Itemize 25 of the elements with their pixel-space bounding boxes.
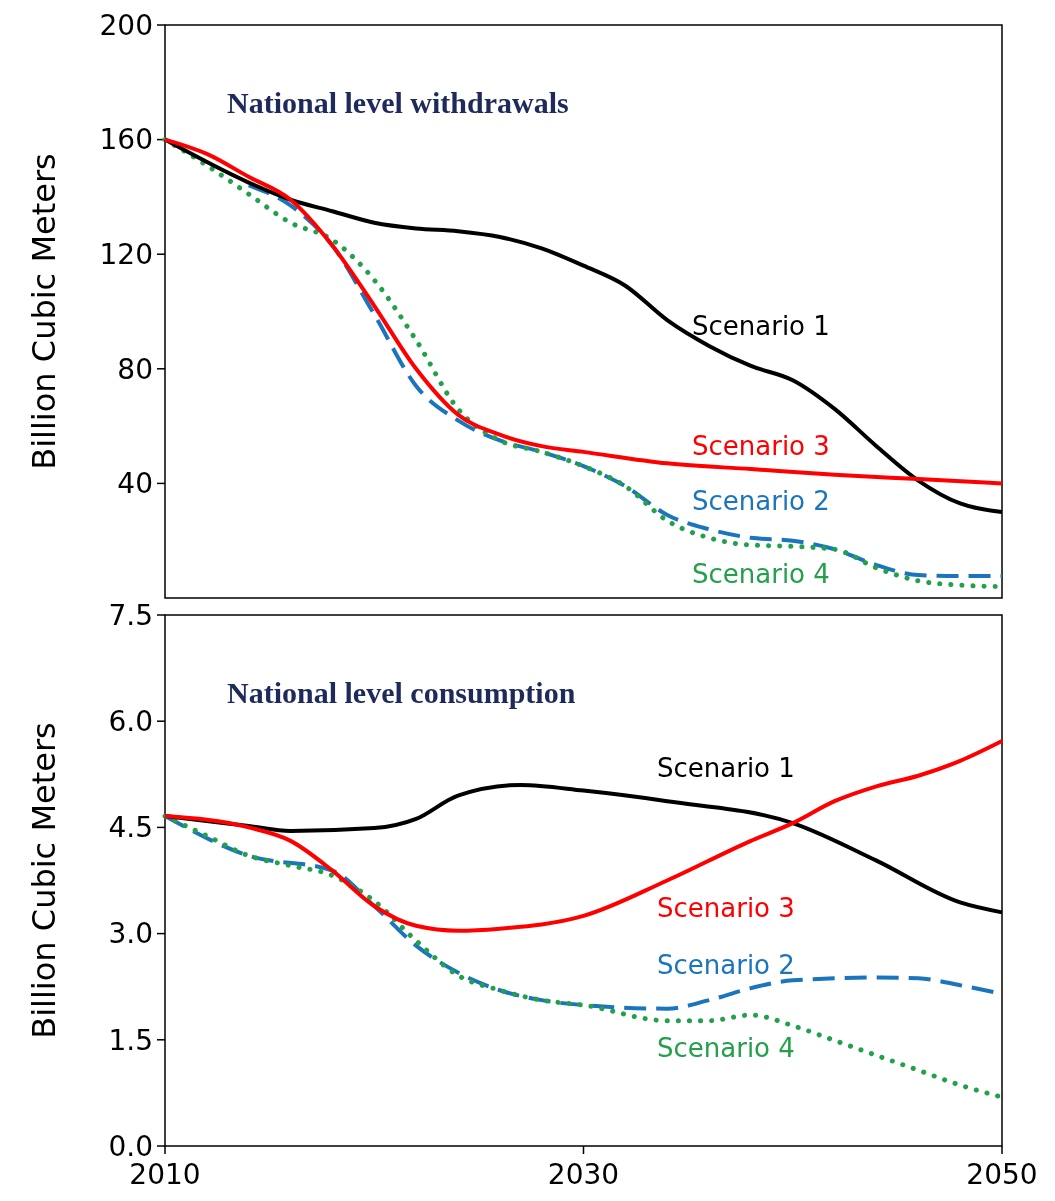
- series-label: Scenario 2: [692, 486, 830, 516]
- y-tick-label: 4.5: [108, 811, 153, 845]
- y-tick-label: 40: [117, 467, 153, 501]
- y-tick-label: 120: [99, 238, 153, 271]
- y-tick-label: 6.0: [108, 705, 153, 738]
- y-tick-label: 3.0: [108, 917, 153, 951]
- series-label: Scenario 1: [657, 753, 795, 783]
- x-tick-label: 2050: [966, 1158, 1038, 1191]
- y-axis-title: Billion Cubic Meters: [25, 722, 63, 1039]
- y-tick-label: 1.5: [108, 1023, 153, 1057]
- text: National level withdrawals: [227, 86, 569, 119]
- y-tick-label: 160: [99, 123, 153, 157]
- series-label: Scenario 1: [692, 311, 830, 341]
- y-axis-title: Billion Cubic Meters: [25, 153, 63, 470]
- y-tick-label: 7.5: [108, 598, 153, 632]
- line-series: [163, 739, 1004, 933]
- series-label: Scenario 4: [692, 559, 830, 589]
- series-label: Scenario 2: [657, 950, 795, 980]
- y-tick-label: 80: [117, 352, 153, 386]
- series-label: Scenario 3: [692, 431, 830, 461]
- text: National level consumption: [227, 676, 576, 709]
- series-label: Scenario 4: [657, 1033, 795, 1063]
- x-tick-label: 2030: [547, 1158, 620, 1191]
- series-label: Scenario 3: [657, 893, 795, 923]
- y-tick-label: 200: [99, 8, 153, 42]
